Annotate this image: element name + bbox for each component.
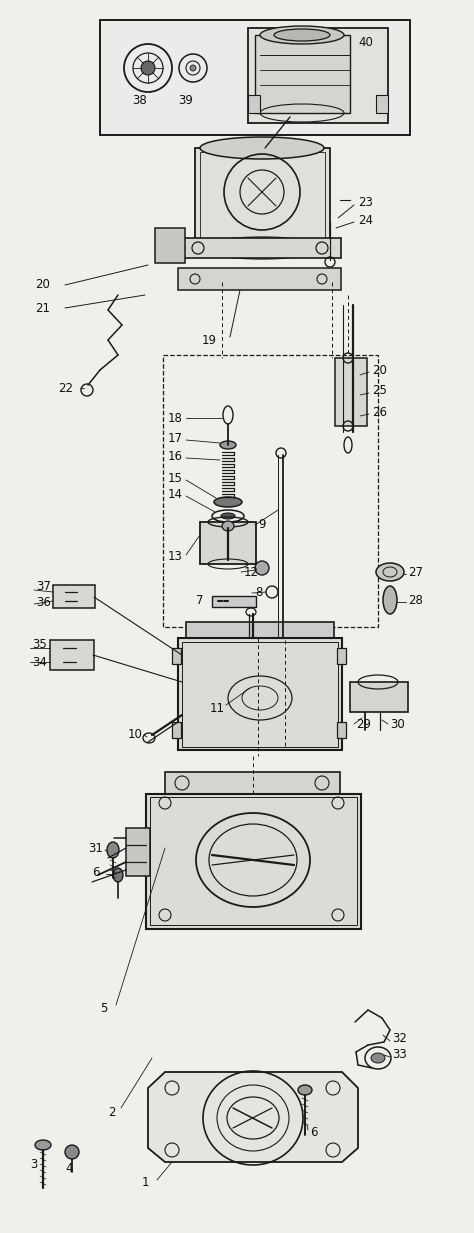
Bar	[178, 637, 342, 750]
Bar	[335, 358, 367, 425]
Text: 22: 22	[58, 381, 73, 395]
Bar	[255, 35, 350, 113]
Polygon shape	[148, 1071, 358, 1161]
Text: 25: 25	[372, 383, 387, 397]
Text: 16: 16	[168, 450, 183, 462]
Bar	[183, 238, 341, 258]
Bar	[172, 649, 181, 665]
Bar	[248, 28, 388, 123]
Bar	[200, 152, 325, 244]
Text: 6: 6	[92, 867, 100, 879]
Text: 19: 19	[202, 333, 217, 346]
Ellipse shape	[255, 561, 269, 575]
Bar	[53, 584, 95, 608]
Text: 32: 32	[392, 1032, 407, 1044]
Ellipse shape	[371, 1053, 385, 1063]
Text: 17: 17	[168, 432, 183, 445]
Text: 26: 26	[372, 406, 387, 418]
Bar	[186, 621, 334, 637]
Ellipse shape	[113, 868, 123, 882]
Ellipse shape	[141, 60, 155, 75]
Bar	[195, 148, 330, 248]
Text: 29: 29	[356, 719, 371, 731]
Text: 36: 36	[36, 596, 51, 609]
Ellipse shape	[35, 1141, 51, 1150]
Text: 2: 2	[108, 1106, 116, 1118]
Text: 3: 3	[30, 1159, 37, 1171]
Bar	[376, 95, 388, 113]
Ellipse shape	[220, 441, 236, 449]
Text: 13: 13	[168, 550, 183, 562]
Text: 4: 4	[65, 1161, 73, 1175]
Text: 27: 27	[408, 566, 423, 578]
Text: 8: 8	[255, 587, 263, 599]
Text: 7: 7	[196, 594, 203, 608]
Text: 18: 18	[168, 412, 183, 424]
Ellipse shape	[260, 26, 344, 44]
Text: 30: 30	[390, 719, 405, 731]
Ellipse shape	[298, 1085, 312, 1095]
Ellipse shape	[274, 30, 330, 41]
Text: 24: 24	[358, 213, 373, 227]
Ellipse shape	[214, 497, 242, 507]
Text: 10: 10	[128, 729, 143, 741]
Text: 35: 35	[32, 639, 47, 651]
Bar	[337, 649, 346, 665]
Bar	[163, 355, 378, 628]
Ellipse shape	[200, 137, 324, 159]
Bar	[212, 596, 256, 607]
Bar	[178, 268, 341, 290]
Text: 1: 1	[142, 1176, 149, 1190]
Bar	[172, 723, 181, 739]
Text: 28: 28	[408, 593, 423, 607]
Bar	[350, 682, 408, 711]
Ellipse shape	[376, 563, 404, 581]
Text: 12: 12	[244, 566, 259, 578]
Text: 14: 14	[168, 487, 183, 501]
Ellipse shape	[190, 65, 196, 72]
Text: 37: 37	[36, 581, 51, 593]
Text: 11: 11	[210, 702, 225, 714]
Text: 38: 38	[132, 94, 147, 106]
Bar	[126, 829, 150, 875]
Ellipse shape	[222, 522, 234, 531]
Bar	[50, 640, 94, 670]
Bar	[165, 772, 340, 794]
Text: 31: 31	[88, 841, 103, 854]
Bar	[100, 20, 410, 134]
Text: 15: 15	[168, 471, 183, 485]
Bar	[150, 797, 357, 925]
Ellipse shape	[221, 513, 235, 519]
Bar	[182, 642, 338, 747]
Text: 5: 5	[100, 1001, 108, 1015]
Text: 20: 20	[372, 364, 387, 376]
Text: 21: 21	[35, 302, 50, 314]
Text: 34: 34	[32, 656, 47, 668]
Text: 23: 23	[358, 196, 373, 208]
Bar	[337, 723, 346, 739]
Bar	[155, 228, 185, 263]
Text: 6: 6	[310, 1126, 318, 1138]
Text: 9: 9	[258, 519, 265, 531]
Text: 40: 40	[358, 37, 373, 49]
Bar	[248, 95, 260, 113]
Bar	[146, 794, 361, 928]
Text: 33: 33	[392, 1048, 407, 1062]
Ellipse shape	[65, 1145, 79, 1159]
Bar	[200, 522, 256, 563]
Ellipse shape	[383, 586, 397, 614]
Text: 39: 39	[178, 94, 193, 106]
Ellipse shape	[107, 842, 119, 858]
Text: 20: 20	[35, 279, 50, 291]
